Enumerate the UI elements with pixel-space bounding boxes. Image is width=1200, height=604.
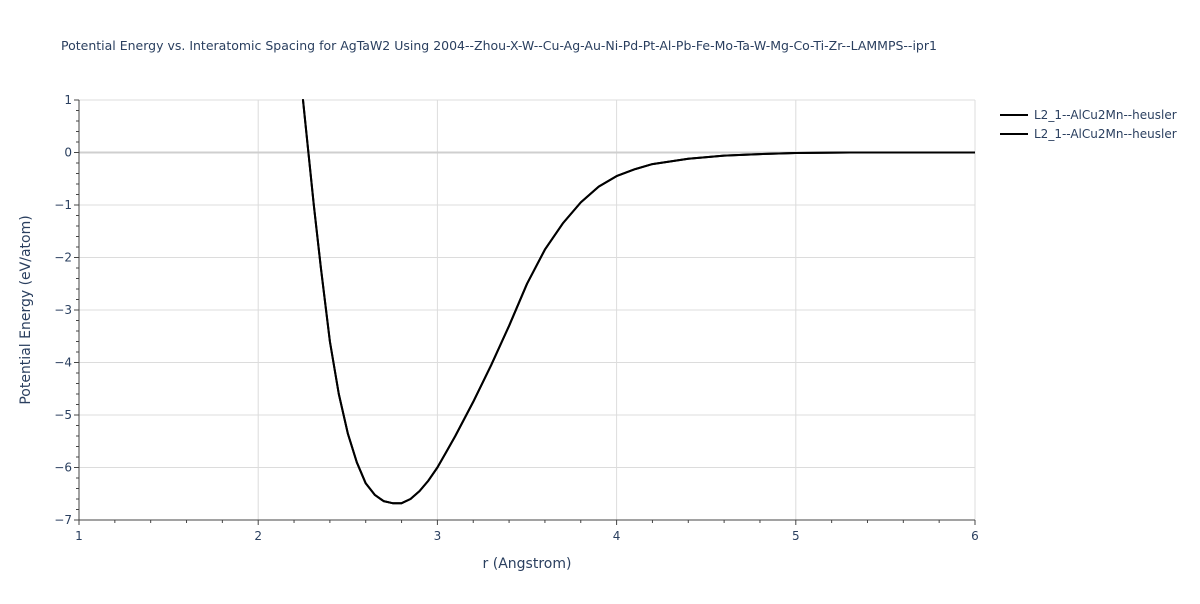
legend-label: L2_1--AlCu2Mn--heusler <box>1034 127 1177 141</box>
grid-layer <box>79 99 976 520</box>
series-layer <box>302 99 975 505</box>
chart-title: Potential Energy vs. Interatomic Spacing… <box>61 38 937 53</box>
axes-layer: 1 2 3 4 5 6 1 0 −1 −2 −3 −4 −5 −6 −7 <box>54 93 979 543</box>
x-tick-label: 4 <box>613 529 621 543</box>
y-tick-label: −5 <box>54 408 72 422</box>
y-tick-label: −2 <box>54 251 72 265</box>
y-tick-label: 1 <box>64 93 72 107</box>
legend-label: L2_1--AlCu2Mn--heusler <box>1034 108 1177 122</box>
x-axis-title: r (Angstrom) <box>483 556 572 572</box>
legend-item-1[interactable]: L2_1--AlCu2Mn--heusler <box>1000 108 1177 122</box>
series-line-1 <box>302 99 975 505</box>
y-axis-title: Potential Energy (eV/atom) <box>18 215 34 404</box>
y-tick-label: 0 <box>64 146 72 160</box>
x-tick-label: 5 <box>792 529 800 543</box>
x-tick-label: 3 <box>434 529 442 543</box>
y-tick-label: −3 <box>54 303 72 317</box>
x-tick-label: 1 <box>75 529 83 543</box>
y-tick-label: −6 <box>54 461 72 475</box>
x-tick-label: 2 <box>254 529 262 543</box>
y-tick-label: −1 <box>54 198 72 212</box>
y-tick-label: −4 <box>54 356 72 370</box>
series-line-2 <box>302 99 975 505</box>
y-tick-label: −7 <box>54 513 72 527</box>
legend-item-2[interactable]: L2_1--AlCu2Mn--heusler <box>1000 127 1177 141</box>
legend[interactable]: L2_1--AlCu2Mn--heusler L2_1--AlCu2Mn--heu… <box>1000 108 1177 141</box>
x-tick-label: 6 <box>971 529 979 543</box>
